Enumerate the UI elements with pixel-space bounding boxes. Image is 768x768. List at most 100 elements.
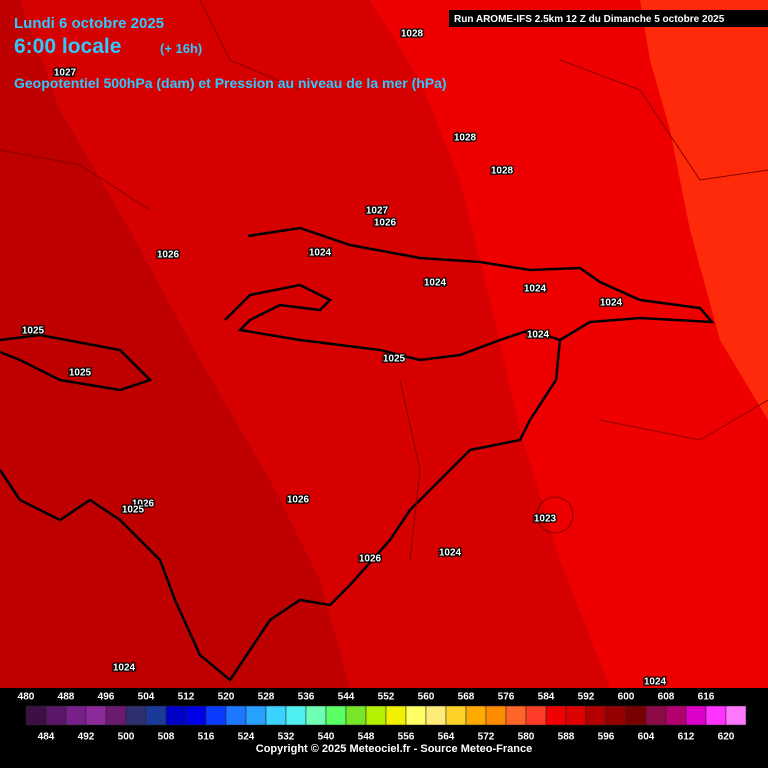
pressure-label: 1024 [527, 330, 550, 341]
pressure-label: 1026 [359, 554, 382, 565]
scale-swatch [45, 705, 67, 726]
subtitle: Geopotentiel 500hPa (dam) et Pression au… [14, 75, 447, 91]
pressure-label: 1026 [132, 499, 155, 510]
pressure-label: 1024 [439, 548, 462, 559]
copyright: Copyright © 2025 Meteociel.fr - Source M… [256, 743, 532, 755]
scale-label: 524 [238, 732, 255, 743]
scale-label: 616 [698, 692, 715, 703]
scale-label: 556 [398, 732, 415, 743]
scale-swatch [85, 705, 107, 726]
scale-swatch [585, 705, 607, 726]
scale-swatch [505, 705, 527, 726]
scale-label: 592 [578, 692, 595, 703]
legend-bg [0, 688, 768, 768]
scale-swatch [565, 705, 587, 726]
scale-label: 484 [38, 732, 55, 743]
run-box [449, 10, 768, 27]
scale-label: 500 [118, 732, 135, 743]
scale-swatch [465, 705, 487, 726]
scale-label: 552 [378, 692, 395, 703]
scale-label: 584 [538, 692, 555, 703]
pressure-label: 1028 [401, 29, 424, 40]
scale-swatch [245, 705, 267, 726]
pressure-label: 1026 [374, 218, 397, 229]
scale-label: 512 [178, 692, 195, 703]
scale-swatch [485, 705, 507, 726]
borders [0, 0, 768, 561]
pressure-label: 1027 [366, 206, 389, 217]
scale-swatch [105, 705, 127, 726]
scale-swatch [185, 705, 207, 726]
scale-label: 488 [58, 692, 75, 703]
scale-label: 528 [258, 692, 275, 703]
color-scale: 480 484 488 492 496 500 504 508 512 516 520 524 528 5… [18, 692, 747, 743]
scale-label: 492 [78, 732, 95, 743]
pressure-label: 1026 [157, 250, 180, 261]
time: 6:00 locale [14, 35, 121, 58]
scale-swatch [205, 705, 227, 726]
pressure-label: 1025 [383, 354, 406, 365]
scale-label: 600 [618, 692, 635, 703]
pressure-label: 1027 [54, 68, 77, 79]
pressure-label: 1026 [287, 495, 310, 506]
scale-swatch [265, 705, 287, 726]
scale-swatch [705, 705, 727, 726]
scale-swatch [25, 705, 47, 726]
scale-swatch [145, 705, 167, 726]
zone-east [370, 0, 768, 688]
pressure-label: 1024 [524, 284, 547, 295]
scale-label: 596 [598, 732, 615, 743]
scale-label: 532 [278, 732, 295, 743]
scale-label: 580 [518, 732, 535, 743]
scale-swatch [625, 705, 647, 726]
scale-label: 568 [458, 692, 475, 703]
scale-label: 544 [338, 692, 355, 703]
pressure-label: 1024 [644, 677, 667, 688]
scale-swatch [725, 705, 747, 726]
scale-label: 604 [638, 732, 655, 743]
pressure-label: 1024 [113, 663, 136, 674]
scale-label: 508 [158, 732, 175, 743]
date: Lundi 6 octobre 2025 [14, 15, 164, 32]
scale-label: 520 [218, 692, 235, 703]
isobar [536, 496, 574, 534]
scale-label: 572 [478, 732, 495, 743]
scale-label: 576 [498, 692, 515, 703]
scale-swatch [345, 705, 367, 726]
scale-label: 608 [658, 692, 675, 703]
scale-swatch [325, 705, 347, 726]
offset: (+ 16h) [160, 41, 202, 56]
scale-label: 560 [418, 692, 435, 703]
scale-swatch [425, 705, 447, 726]
scale-swatch [685, 705, 707, 726]
pressure-label: 1023 [534, 514, 557, 525]
pressure-label: 1025 [22, 326, 45, 337]
scale-swatch [365, 705, 387, 726]
scale-swatch [405, 705, 427, 726]
scale-swatch [305, 705, 327, 726]
scale-label: 516 [198, 732, 215, 743]
scale-label: 504 [138, 692, 155, 703]
scale-label: 620 [718, 732, 735, 743]
pressure-label: 1024 [424, 278, 447, 289]
pressure-label: 1025 [122, 505, 145, 516]
run-info: Run AROME-IFS 2.5km 12 Z du Dimanche 5 o… [454, 14, 725, 25]
zone-far-east [640, 0, 768, 420]
pressure-label: 1024 [600, 298, 623, 309]
scale-swatch [125, 705, 147, 726]
scale-swatch [445, 705, 467, 726]
scale-swatch [225, 705, 247, 726]
scale-label: 564 [438, 732, 455, 743]
pressure-label: 1028 [491, 166, 514, 177]
scale-swatch [285, 705, 307, 726]
scale-swatch [385, 705, 407, 726]
scale-label: 496 [98, 692, 115, 703]
pressure-label: 1028 [454, 133, 477, 144]
scale-label: 480 [18, 692, 35, 703]
scale-swatch [65, 705, 87, 726]
scale-label: 588 [558, 732, 575, 743]
scale-swatch [605, 705, 627, 726]
scale-label: 540 [318, 732, 335, 743]
